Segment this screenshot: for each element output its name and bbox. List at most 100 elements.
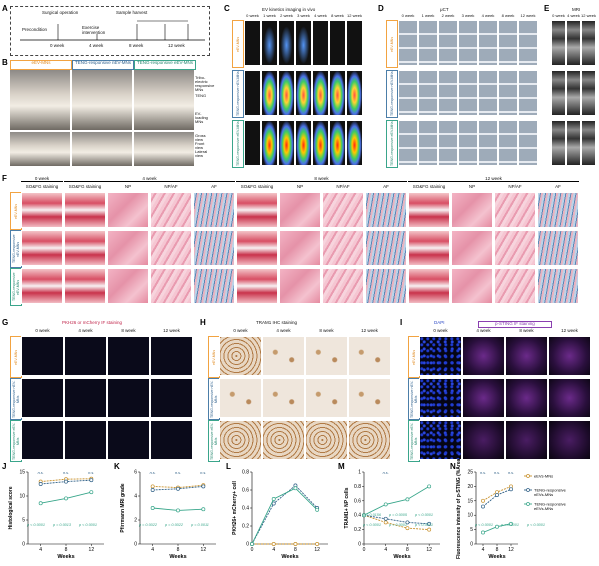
ct-tile [398,70,418,116]
data-point [271,497,276,501]
histology-tile [537,268,579,304]
panelI-tile [505,420,548,460]
chart-l: 0 0.2 0.4 0.6 0.8 0 4 8 12 Weeks PKH26+ mCherry+ c… [232,470,328,560]
panelG-tile [64,378,107,418]
panel-i-title1: DAPI [434,320,445,325]
panel-h-grid: 0 week 4 week 8 week 12 week eEV-MNs TENG-res… [208,328,394,462]
y-tick-label: 1 [358,470,361,476]
panelG-tile [21,378,64,418]
x-tick-label: 4 [151,547,154,553]
panel-d-title: μCT [440,7,449,12]
histology-tile [451,192,493,228]
series-line [251,484,318,545]
data-point [481,498,485,503]
annotation: p < 0.0001 [78,523,97,527]
timeline-svg [20,20,205,41]
ivis-tile [329,20,346,66]
histology-tile [150,192,192,228]
panel-c-col-1: 1 week [263,13,276,18]
histology-tile [451,268,493,304]
mri-tile [551,120,566,166]
mri-tile [581,70,596,116]
data-point [427,527,432,532]
y-axis-label: Histological score [8,486,14,529]
panel-f-sub-11: NP/AF [508,184,522,189]
y-tick-label: 0.6 [242,488,249,494]
panel-k-letter: K [114,462,120,471]
ct-tile [458,20,478,66]
ivis-tile [329,70,346,116]
panelH-col-0: 0 week [233,328,248,333]
panel-f-sub-5: SO&FG staining [240,184,274,189]
histology-tile [365,230,407,266]
annotation: p < 0.0001 [500,523,519,527]
mri-tile [581,20,596,66]
panel-d-row-label-0: eEV-MNs [386,20,398,68]
x-tick-label: 0 [251,547,254,553]
photo-teev-lateral [134,132,194,166]
x-tick-label: 8 [294,547,297,553]
data-point [481,504,485,509]
histology-tile [236,192,278,228]
legend-label: TENG-responsive [534,488,567,493]
data-point [427,484,432,489]
data-point [495,524,499,529]
photo-teev-front [134,70,194,130]
panel-c-row-label-2: TENG-responsive eEV-MNs [232,120,244,168]
mri-tile [566,20,581,66]
panel-g-title: PKH26 or mCherry IF staining [62,320,123,325]
panel-b: eEV-MNs TENG-responsive nEV-MNs TENG-res… [10,60,214,168]
histology-tile [451,230,493,266]
y-tick-label: 2 [134,518,137,524]
histology-tile [193,268,235,304]
panel-c-col-5: 8 week [331,13,344,18]
y-axis-label: PKH26+ mCherry+ cell [232,481,238,535]
surgical-label: Surgical operation [42,10,79,15]
chart-j: 0 5 10 15 4 8 12 Weeks Histological score n.s. n.s… [8,470,104,560]
ct-tile [518,20,538,66]
ivis-tile [278,20,295,66]
panel-d-col-5: 8 week [501,13,515,18]
ivis-tile [295,70,312,116]
histology-tile [279,192,321,228]
ivis-tile [312,20,329,66]
legend-label: eEVs-MNs [534,474,553,479]
ct-tile [398,20,418,66]
panelG-col-1: 4 week [78,328,93,333]
panelI-col-2: 8 week [519,328,534,333]
legend-marker [526,488,530,492]
group-label-nev: TENG-responsive nEV-MNs [72,60,134,70]
panel-f-sub-8: AF [383,184,389,189]
panel-i-title2: p-STING IF staining [478,321,552,328]
timeline-week-0: 0 week [50,43,65,48]
panelH-tile [305,378,348,418]
data-point [89,478,94,483]
panel-f-sub-6: NP [296,184,304,189]
ivis-tile [329,120,346,166]
photo-nev-front [72,70,132,130]
panelG-col-3: 12 week [163,328,180,333]
panelH-tile [348,378,391,418]
panelG-col-0: 0 week [35,328,50,333]
panel-a-letter: A [2,4,8,13]
panelI-tile [419,378,462,418]
x-tick-label: 0 [363,547,366,553]
annotation: n.s. [175,471,181,475]
histology-tile [150,230,192,266]
panelH-tile [262,378,305,418]
timeline-week-12: 12 week [168,43,185,48]
legend-label: eEVs-MNs [534,506,553,511]
panel-f-period-3: 12 week [408,176,579,182]
panel-f-period-2: 8 week [236,176,407,182]
ivis-tile [295,120,312,166]
charts-row: J 0 5 10 15 4 8 12 Weeks Histological score n.s. n.… [0,457,599,566]
panel-f-sub-4: AF [211,184,217,189]
histology-tile [64,230,106,266]
mri-tile [566,70,581,116]
panelI-tile [462,378,505,418]
x-tick-label: 12 [508,547,514,553]
ivis-tile [346,20,363,66]
panelH-tile [262,420,305,460]
ivis-tile [312,70,329,116]
panelG-col-2: 8 week [121,328,136,333]
